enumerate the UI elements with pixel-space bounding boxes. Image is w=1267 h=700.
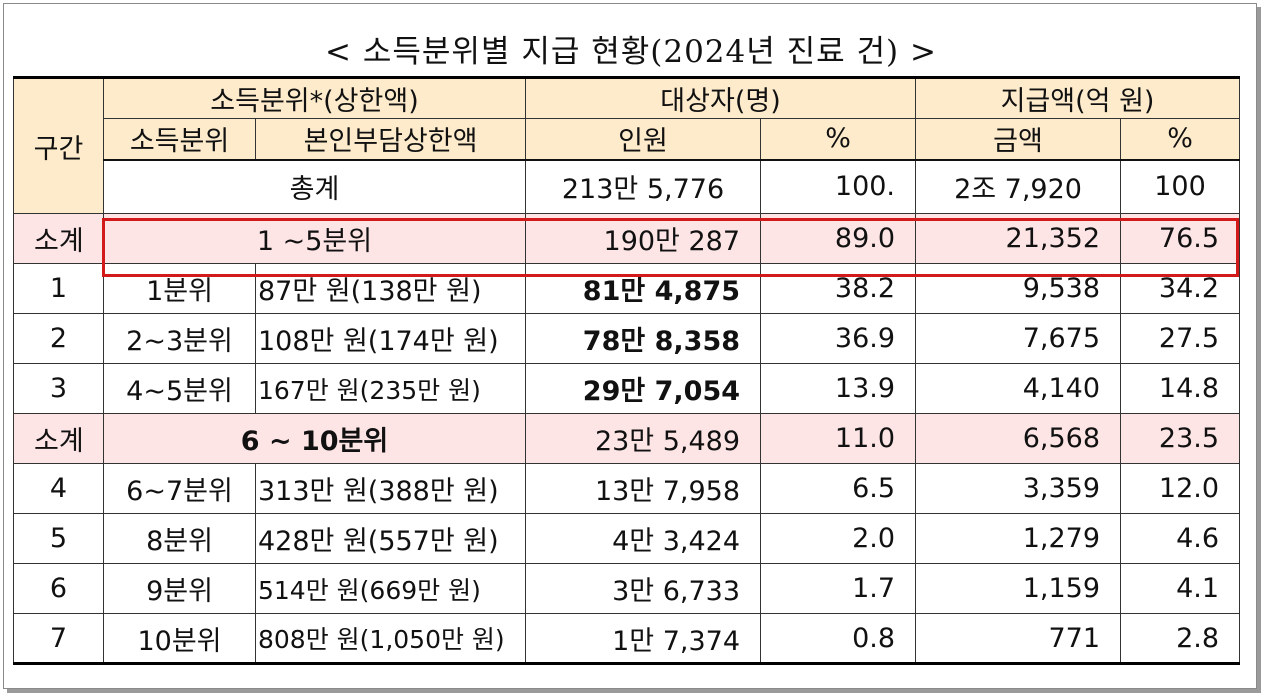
row-amount: 1,279: [915, 513, 1122, 564]
total-amount: 2조 7,920: [915, 159, 1122, 214]
row-cap: 808만 원(1,050만 원): [254, 613, 527, 664]
header-section: 구간: [13, 77, 104, 214]
subtotal-label: 6 ~ 10분위: [102, 413, 527, 464]
row-decile: 1분위: [103, 263, 256, 314]
header-recipient-count: 인원: [525, 118, 762, 161]
subtotal-amount-pct: 23.5: [1120, 413, 1241, 464]
header-recipient-pct: %: [760, 118, 917, 161]
row-count-pct: 2.0: [760, 513, 917, 564]
subtotal-row-high: 소계 6 ~ 10분위 23만 5,489 11.0 6,568 23.5: [13, 413, 1241, 464]
total-amount-pct: 100: [1120, 159, 1241, 214]
subtotal-count-pct: 89.0: [760, 213, 917, 264]
header-income-decile: 소득분위: [103, 118, 256, 161]
row-section: 4: [13, 463, 104, 514]
row-amount-pct: 27.5: [1120, 313, 1241, 364]
header-payout-amount: 금액: [915, 118, 1122, 161]
subtotal-amount: 21,352: [915, 213, 1122, 264]
row-amount-pct: 12.0: [1120, 463, 1241, 514]
table-row: 1 1분위 87만 원(138만 원) 81만 4,875 38.2 9,538…: [13, 263, 1241, 314]
subtotal-count: 23만 5,489: [525, 413, 762, 464]
table-row: 5 8분위 428만 원(557만 원) 4만 3,424 2.0 1,279 …: [13, 513, 1241, 564]
table-row: 4 6~7분위 313만 원(388만 원) 13만 7,958 6.5 3,3…: [13, 463, 1241, 514]
row-amount: 3,359: [915, 463, 1122, 514]
subtotal-section: 소계: [13, 213, 104, 264]
table-title: < 소득분위별 지급 현황(2024년 진료 건) >: [325, 34, 937, 70]
row-count-pct: 6.5: [760, 463, 917, 514]
row-amount-pct: 34.2: [1120, 263, 1241, 314]
row-count: 29만 7,054: [525, 363, 762, 414]
row-decile: 4~5분위: [103, 363, 256, 414]
row-amount-pct: 2.8: [1120, 613, 1241, 664]
total-count: 213만 5,776: [525, 159, 762, 214]
subtotal-label: 1 ~5분위: [102, 213, 527, 264]
row-section: 5: [13, 513, 104, 564]
row-amount-pct: 4.6: [1120, 513, 1241, 564]
row-cap: 514만 원(669만 원): [254, 563, 527, 614]
subtotal-amount-pct: 76.5: [1120, 213, 1241, 264]
row-decile: 10분위: [103, 613, 256, 664]
row-count-pct: 1.7: [760, 563, 917, 614]
row-count: 1만 7,374: [525, 613, 762, 664]
row-count-pct: 13.9: [760, 363, 917, 414]
table-row: 7 10분위 808만 원(1,050만 원) 1만 7,374 0.8 771…: [13, 613, 1241, 664]
header-copay-cap: 본인부담상한액: [254, 118, 527, 161]
row-amount: 9,538: [915, 263, 1122, 314]
header-payout: 지급액(억 원): [915, 77, 1241, 119]
row-amount: 7,675: [915, 313, 1122, 364]
subtotal-section: 소계: [13, 413, 104, 464]
row-amount: 771: [915, 613, 1122, 664]
income-decile-table: 구간 소득분위*(상한액) 대상자(명) 지급액(억 원) 소득분위 본인부담상…: [13, 76, 1241, 665]
row-decile: 9분위: [103, 563, 256, 614]
row-count: 13만 7,958: [525, 463, 762, 514]
header-recipients: 대상자(명): [525, 77, 917, 119]
row-cap: 87만 원(138만 원): [254, 263, 527, 314]
table-row: 3 4~5분위 167만 원(235만 원) 29만 7,054 13.9 4,…: [13, 363, 1241, 414]
table-row: 2 2~3분위 108만 원(174만 원) 78만 8,358 36.9 7,…: [13, 313, 1241, 364]
row-amount: 1,159: [915, 563, 1122, 614]
row-amount-pct: 14.8: [1120, 363, 1241, 414]
total-label: 총계: [102, 159, 527, 214]
row-cap: 167만 원(235만 원): [254, 363, 527, 414]
row-cap: 108만 원(174만 원): [254, 313, 527, 364]
total-row: 총계 213만 5,776 100. 2조 7,920 100: [14, 159, 1241, 214]
row-count-pct: 36.9: [760, 313, 917, 364]
header-payout-pct: %: [1120, 118, 1241, 161]
row-amount-pct: 4.1: [1120, 563, 1241, 614]
row-decile: 8분위: [103, 513, 256, 564]
row-cap: 428만 원(557만 원): [254, 513, 527, 564]
row-count-pct: 38.2: [760, 263, 917, 314]
row-count: 4만 3,424: [525, 513, 762, 564]
row-decile: 2~3분위: [103, 313, 256, 364]
row-section: 6: [13, 563, 104, 614]
header-row-2: 소득분위 본인부담상한액 인원 % 금액 %: [14, 118, 1241, 161]
row-section: 2: [13, 313, 104, 364]
row-count: 3만 6,733: [525, 563, 762, 614]
subtotal-amount: 6,568: [915, 413, 1122, 464]
row-decile: 6~7분위: [103, 463, 256, 514]
row-section: 3: [13, 363, 104, 414]
header-income-group: 소득분위*(상한액): [102, 77, 527, 119]
subtotal-count: 190만 287: [525, 213, 762, 264]
row-count-pct: 0.8: [760, 613, 917, 664]
subtotal-row-low: 소계 1 ~5분위 190만 287 89.0 21,352 76.5: [13, 213, 1241, 264]
header-row-1: 구간 소득분위*(상한액) 대상자(명) 지급액(억 원): [13, 77, 1241, 214]
row-amount: 4,140: [915, 363, 1122, 414]
row-count: 81만 4,875: [525, 263, 762, 314]
row-count: 78만 8,358: [525, 313, 762, 364]
table-row: 6 9분위 514만 원(669만 원) 3만 6,733 1.7 1,159 …: [13, 563, 1241, 614]
row-cap: 313만 원(388만 원): [254, 463, 527, 514]
subtotal-count-pct: 11.0: [760, 413, 917, 464]
row-section: 1: [13, 263, 104, 314]
total-count-pct: 100.: [760, 159, 917, 214]
row-section: 7: [13, 613, 104, 664]
